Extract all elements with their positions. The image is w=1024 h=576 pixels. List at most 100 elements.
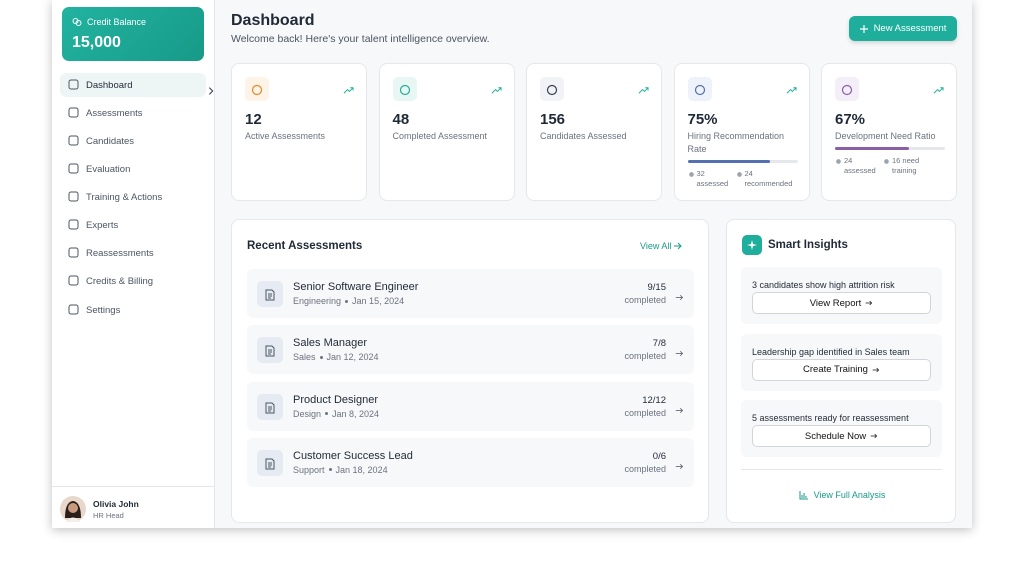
insights-panel: Smart Insights 3 candidates show high at…	[726, 219, 956, 523]
row-arrow-svg	[675, 407, 684, 413]
assessment-progress: 0/6	[652, 450, 666, 462]
button-arrow	[865, 299, 873, 307]
insight-button-label: View Report	[809, 297, 862, 309]
assessment-row[interactable]: Senior Software Engineer Engineering Jan 1…	[247, 269, 694, 318]
view-all-link[interactable]: View All	[640, 241, 683, 251]
nav-item[interactable]: Dashboard	[60, 73, 214, 97]
stat-card: 12 Active Assessments	[231, 63, 367, 201]
user-panel[interactable]: Olivia John HR Head	[52, 486, 215, 528]
stat-icon	[245, 77, 269, 101]
stat-meta: 24 assessed	[835, 156, 885, 176]
nav-item[interactable]: Assessments	[60, 101, 206, 125]
progress-track	[835, 147, 945, 150]
meta-icon	[736, 171, 743, 181]
assessment-title: Customer Success Lead	[293, 449, 413, 462]
arrow-svg	[865, 300, 873, 306]
assessment-row[interactable]: Customer Success Lead Support Jan 18, 2024…	[247, 437, 694, 487]
new-assessment-button[interactable]: New Assessment	[849, 16, 957, 41]
assessment-dept: Support	[293, 464, 325, 475]
nav-item[interactable]: Reassessments	[60, 241, 206, 265]
stat-label: Completed Assessment	[392, 131, 488, 141]
assessment-row[interactable]: Product Designer Design Jan 8, 2024 12/12 co…	[247, 381, 694, 431]
assessment-status: completed	[624, 407, 666, 418]
button-arrow	[872, 366, 880, 374]
stat-label: Development Need Ratio	[835, 131, 936, 141]
avatar	[60, 496, 86, 522]
meta-icon	[688, 171, 695, 181]
nav-item[interactable]: Settings	[60, 298, 206, 322]
nav-item[interactable]: Candidates	[60, 129, 206, 153]
insight-button[interactable]: Create Training	[752, 358, 931, 381]
stat-value: 48	[392, 111, 410, 128]
meta-text: 32 assessed	[696, 169, 729, 188]
nav-icon	[68, 304, 79, 315]
doc-icon-svg	[265, 458, 275, 470]
nav-label: Settings	[86, 304, 121, 316]
doc-icon	[257, 393, 283, 420]
row-arrow-svg	[675, 463, 684, 469]
trend-icon-svg	[933, 87, 944, 94]
assessment-title: Product Designer	[293, 393, 378, 406]
insight-button[interactable]: View Report	[752, 292, 931, 314]
progress-track	[687, 160, 798, 163]
full-analysis-link[interactable]: View Full Analysis	[727, 490, 957, 500]
stat-card: 67% Development Need Ratio 24 assessed 16 n…	[821, 63, 957, 201]
doc-icon-svg	[265, 289, 275, 301]
trend-icon	[491, 83, 502, 101]
meta-text: 16 need training	[892, 156, 920, 175]
insight-card: Leadership gap identified in Sales team C…	[741, 333, 942, 391]
assessment-date: Jan 18, 2024	[335, 464, 388, 475]
nav-label: Reassessments	[86, 247, 154, 259]
insight-button-label: Schedule Now	[804, 430, 867, 442]
assessment-meta: Sales Jan 12, 2024	[293, 352, 379, 362]
meta-icon	[835, 158, 842, 168]
insight-button[interactable]: Schedule Now	[752, 425, 931, 447]
assessment-dept: Engineering	[293, 296, 342, 306]
assessment-dept: Sales	[293, 352, 316, 363]
row-arrow	[675, 402, 684, 420]
nav-item[interactable]: Credits & Billing	[60, 269, 206, 293]
stat-icon-svg	[251, 84, 263, 96]
arrow-svg	[870, 433, 878, 439]
nav-item[interactable]: Experts	[60, 213, 206, 237]
doc-icon	[257, 449, 283, 476]
insight-text: 5 assessments ready for reassessment	[752, 413, 909, 423]
stat-label: Active Assessments	[245, 131, 326, 141]
assessment-dept: Design	[293, 408, 322, 419]
stat-card: 156 Candidates Assessed	[526, 63, 662, 201]
credit-card[interactable]: Credit Balance 15,000	[62, 7, 204, 61]
app-window: Credit Balance 15,000 Dashboard Assessmen…	[52, 0, 972, 528]
meta-text: 24 recommended	[744, 169, 793, 188]
insight-card: 3 candidates show high attrition risk Vie…	[741, 267, 942, 324]
assessment-progress: 12/12	[642, 394, 666, 406]
nav-icon	[68, 247, 79, 258]
stat-label: Hiring Recommendation Rate	[687, 131, 785, 154]
stat-icon-svg	[546, 84, 558, 96]
insights-title: Smart Insights	[768, 239, 848, 251]
insight-card: 5 assessments ready for reassessment Sche…	[741, 400, 942, 457]
nav-icon	[68, 79, 79, 90]
nav-icon	[68, 191, 79, 202]
plus-icon	[859, 24, 868, 33]
page-subtitle: Welcome back! Here's your talent intelli…	[231, 33, 490, 45]
nav-item[interactable]: Training & Actions	[60, 185, 206, 209]
row-arrow	[675, 289, 684, 307]
credit-label: Credit Balance	[87, 17, 147, 27]
arrow-icon	[674, 242, 683, 250]
stat-icon	[540, 77, 564, 101]
trend-icon-svg	[786, 87, 797, 94]
separator-dot	[319, 355, 323, 359]
meta-icon-svg	[836, 159, 841, 164]
user-name: Olivia John	[93, 499, 139, 509]
trend-icon-svg	[491, 87, 502, 94]
assessment-row[interactable]: Sales Manager Sales Jan 12, 2024 7/8 complet…	[247, 325, 694, 375]
trend-icon	[933, 83, 944, 101]
meta-text: 24 assessed	[844, 156, 876, 175]
chevron-svg	[208, 87, 214, 95]
nav-item[interactable]: Evaluation	[60, 157, 206, 181]
stat-value: 12	[245, 111, 262, 128]
separator-dot	[328, 468, 332, 472]
meta-icon-svg	[884, 159, 889, 164]
stat-icon	[835, 77, 859, 101]
